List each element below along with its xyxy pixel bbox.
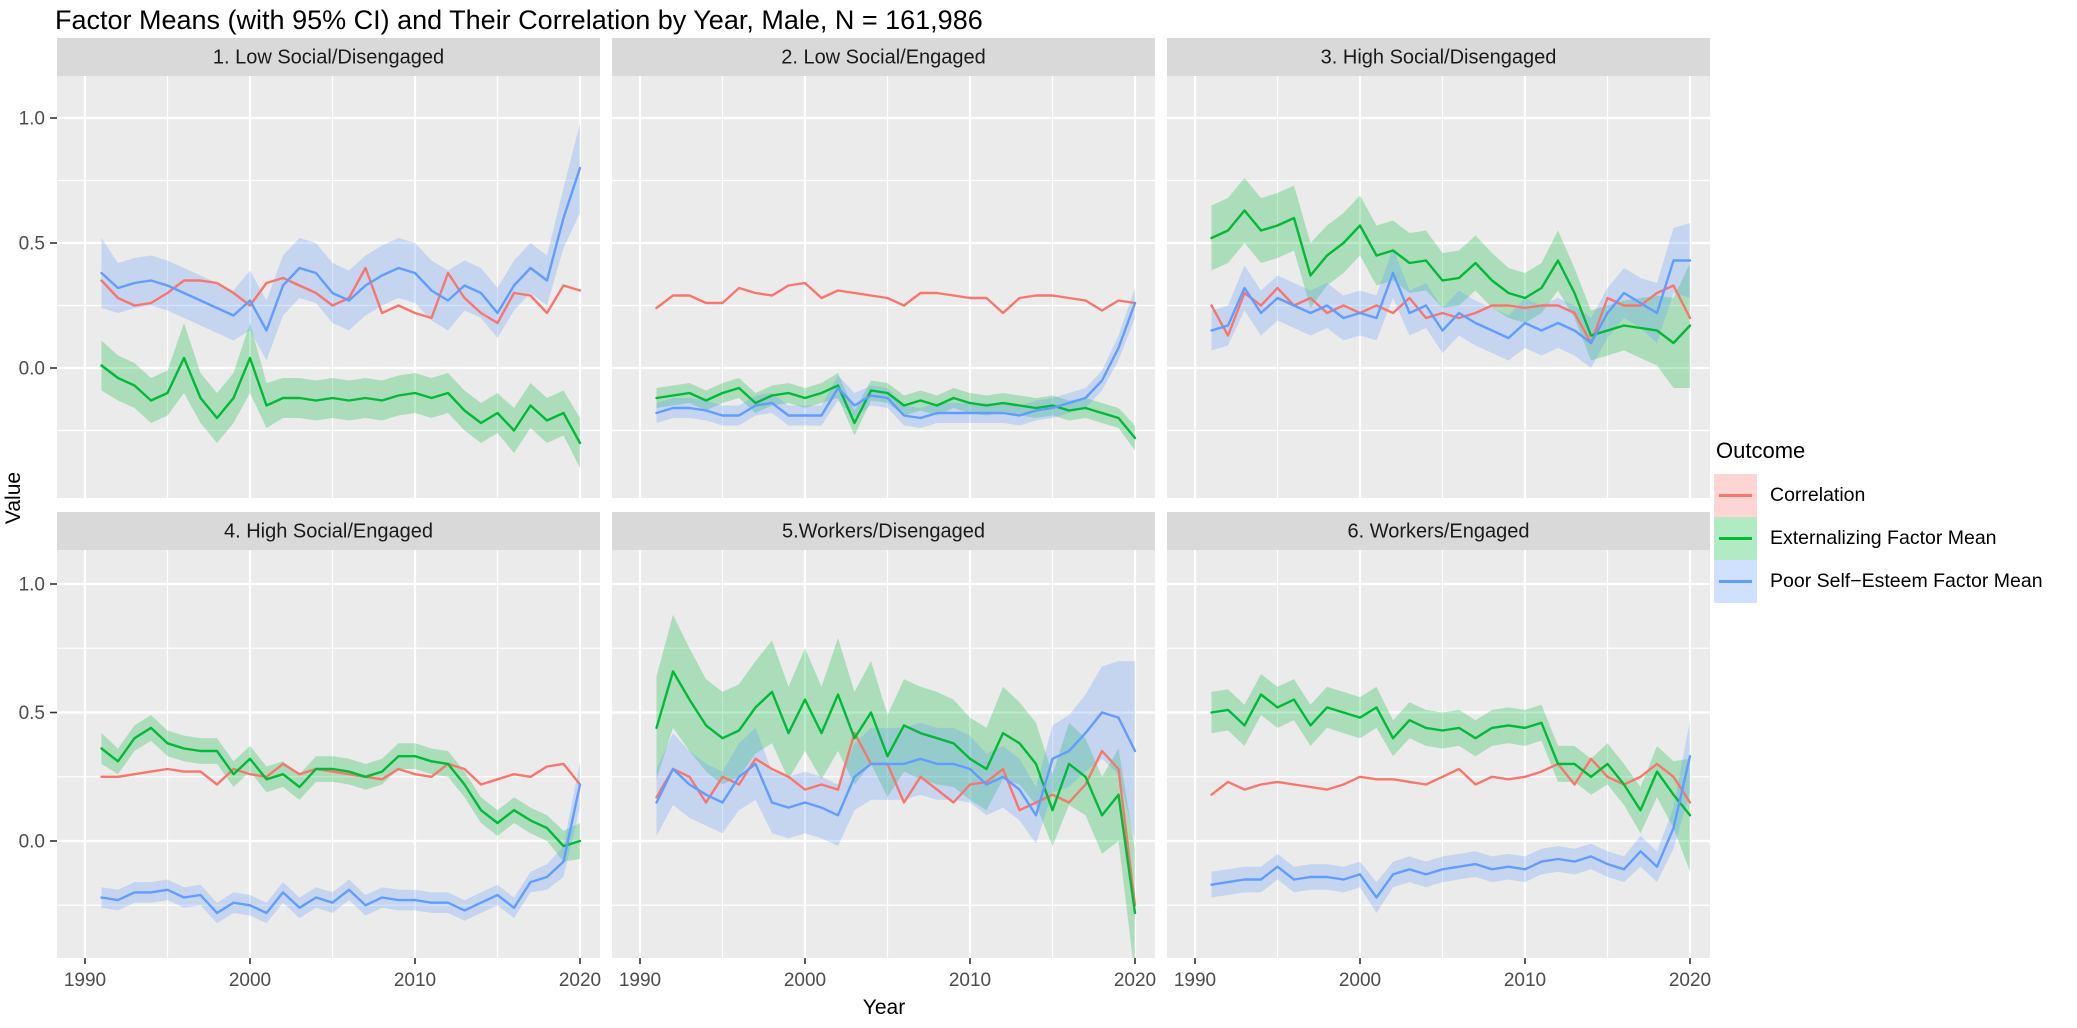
poor-self-esteem-line: [655, 711, 1137, 817]
externalizing-ci-ribbon: [1211, 674, 1690, 872]
poor-self-esteem-line: [1210, 755, 1692, 899]
panel-3-bg: [1167, 76, 1710, 498]
poor-self-esteem-ci-ribbon: [101, 123, 580, 361]
correlation-line-key: [1719, 494, 1752, 497]
x-tick-label: 2020: [1114, 970, 1156, 991]
correlation-line: [655, 281, 1137, 315]
facet-strip: [1167, 512, 1710, 550]
externalizing-ci-ribbon: [101, 323, 580, 468]
x-tick-label: 2020: [1669, 970, 1711, 991]
correlation-line: [1210, 284, 1692, 345]
legend-item-poor-self-esteem: Poor Self−Esteem Factor Mean: [1714, 560, 2043, 603]
y-axis-title: Value: [2, 471, 25, 525]
facet-strip-label: 2. Low Social/Engaged: [781, 47, 986, 69]
facet-strip: [57, 38, 600, 76]
panel-5: [612, 550, 1155, 958]
externalizing-line: [100, 726, 582, 848]
poor-self-esteem-line-key: [1719, 580, 1752, 583]
legend-label: Correlation: [1770, 484, 1866, 506]
externalizing-ribbon-swatch: [1714, 517, 1757, 560]
legend-title: Outcome: [1716, 438, 1806, 463]
facet-strip-label: 5.Workers/Disengaged: [782, 521, 985, 543]
poor-self-esteem-line: [100, 783, 582, 915]
facet-strip-label: 4. High Social/Engaged: [224, 521, 433, 543]
panel-6-bg: [1167, 550, 1710, 958]
externalizing-ci-ribbon: [656, 373, 1135, 451]
legend-item-externalizing: Externalizing Factor Mean: [1714, 517, 2043, 560]
y-tick-label: 0.0: [19, 359, 45, 380]
poor-self-esteem-line: [100, 166, 582, 332]
facet-strip-label: 1. Low Social/Disengaged: [213, 47, 444, 69]
panel-3: [1167, 76, 1710, 498]
externalizing-ci-ribbon: [101, 715, 580, 862]
poor-self-esteem-line: [1210, 259, 1692, 345]
poor-self-esteem-line: [655, 301, 1137, 420]
panel-2: [612, 76, 1155, 498]
y-tick-label: 1.0: [19, 575, 45, 596]
panel-1: [57, 76, 600, 498]
facet-strip-label: 3. High Social/Disengaged: [1321, 47, 1557, 69]
x-axis-title: Year: [862, 996, 906, 1019]
facet-strip: [1167, 38, 1710, 76]
y-tick-label: 1.0: [19, 109, 45, 130]
x-tick-label: 2000: [784, 970, 826, 991]
correlation-ribbon-swatch: [1714, 474, 1757, 517]
x-tick-label: 2010: [949, 970, 991, 991]
legend: Outcome Correlation Externalizing Factor…: [1714, 438, 2043, 603]
facet-strip: [57, 512, 600, 550]
externalizing-ci-ribbon: [1211, 178, 1690, 388]
chart-title: Factor Means (with 95% CI) and Their Cor…: [55, 5, 983, 35]
legend-item-correlation: Correlation: [1714, 474, 2043, 517]
x-tick-label: 1990: [1174, 970, 1216, 991]
poor-self-esteem-ci-ribbon: [1211, 223, 1690, 368]
y-tick-label: 0.5: [19, 234, 45, 255]
externalizing-line-key: [1719, 537, 1752, 540]
x-tick-label: 1990: [619, 970, 661, 991]
externalizing-line: [1210, 693, 1692, 817]
x-tick-label: 2010: [1504, 970, 1546, 991]
panel-6: [1167, 550, 1710, 958]
facet-strip: [612, 38, 1155, 76]
facet-strip-label: 6. Workers/Engaged: [1348, 521, 1530, 543]
poor-self-esteem-ribbon-swatch: [1714, 560, 1757, 603]
poor-self-esteem-ci-ribbon: [101, 761, 580, 924]
x-tick-label: 2010: [394, 970, 436, 991]
externalizing-line: [1210, 209, 1692, 345]
facet-strip: [612, 512, 1155, 550]
x-tick-label: 2000: [1339, 970, 1381, 991]
x-tick-label: 1990: [64, 970, 106, 991]
externalizing-line: [655, 670, 1137, 915]
panel-4-bg: [57, 550, 600, 958]
y-tick-label: 0.5: [19, 703, 45, 724]
legend-label: Poor Self−Esteem Factor Mean: [1770, 570, 2043, 592]
externalizing-line: [100, 356, 582, 445]
correlation-line: [1210, 757, 1692, 804]
poor-self-esteem-ci-ribbon: [1211, 720, 1690, 913]
correlation-line: [100, 762, 582, 786]
x-tick-label: 2000: [229, 970, 271, 991]
panel-2-bg: [612, 76, 1155, 498]
y-tick-label: 0.0: [19, 832, 45, 853]
panel-4: [57, 550, 600, 958]
correlation-line: [100, 266, 582, 325]
legend-label: Externalizing Factor Mean: [1770, 527, 1997, 549]
x-tick-label: 2020: [559, 970, 601, 991]
